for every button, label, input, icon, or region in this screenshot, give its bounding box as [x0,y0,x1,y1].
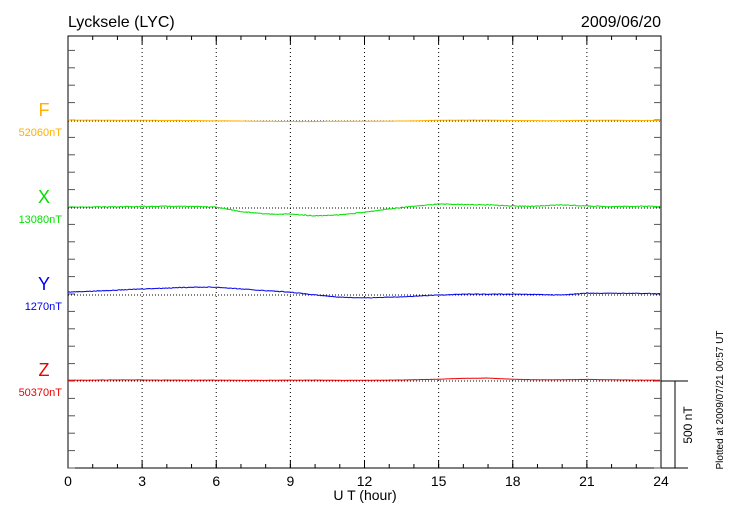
x-tick-label: 12 [357,473,373,489]
baseline-value-z: 50370nT [19,387,63,399]
component-label-y: Y [38,274,50,294]
baseline-value-f: 52060nT [19,127,63,139]
chart-title: Lycksele (LYC) [68,14,175,31]
x-tick-label: 0 [64,473,72,489]
baseline-value-x: 13080nT [19,214,63,226]
trace-z [67,377,661,381]
x-tick-label: 24 [653,473,669,489]
x-tick-label: 21 [579,473,595,489]
scale-bar-label: 500 nT [681,406,695,444]
x-tick-label: 3 [138,473,146,489]
trace-x [68,203,661,217]
chart-date: 2009/06/20 [581,14,661,31]
x-tick-label: 18 [505,473,521,489]
baseline-value-y: 1270nT [25,301,63,313]
trace-y [67,286,660,299]
x-tick-label: 9 [286,473,294,489]
x-tick-label: 6 [212,473,220,489]
trace-f [68,119,661,123]
scale-bar: 500 nT [661,380,695,469]
x-tick-label: 15 [431,473,447,489]
x-axis-label: U T (hour) [333,487,396,503]
plotted-at-footer: Plotted at 2009/07/21 00:57 UT [715,331,726,470]
component-label-f: F [39,100,50,120]
component-label-z: Z [39,360,50,380]
component-label-x: X [38,187,50,207]
